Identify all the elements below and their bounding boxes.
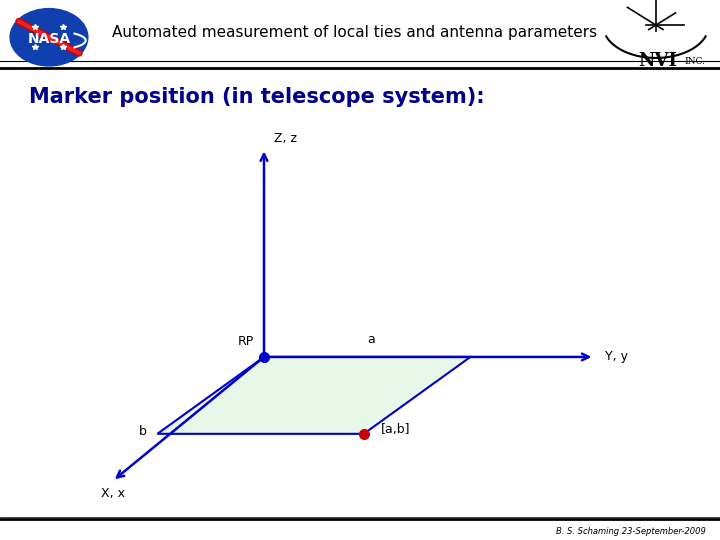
- Text: X, x: X, x: [101, 487, 125, 500]
- Text: [a,b]: [a,b]: [381, 423, 410, 436]
- Text: NASA: NASA: [27, 32, 71, 46]
- Text: Marker position (in telescope system):: Marker position (in telescope system):: [29, 87, 485, 107]
- Polygon shape: [158, 357, 470, 434]
- Text: Z, z: Z, z: [274, 132, 297, 145]
- Text: INC.: INC.: [685, 57, 706, 65]
- Text: NVI: NVI: [638, 52, 678, 70]
- Text: Y, y: Y, y: [605, 350, 628, 363]
- Text: a: a: [367, 333, 375, 346]
- Text: b: b: [139, 425, 147, 438]
- Text: B. S. Schaming 23-September-2009: B. S. Schaming 23-September-2009: [556, 527, 706, 536]
- Circle shape: [10, 9, 88, 66]
- Text: RP: RP: [238, 335, 253, 348]
- Text: Automated measurement of local ties and antenna parameters: Automated measurement of local ties and …: [112, 25, 597, 39]
